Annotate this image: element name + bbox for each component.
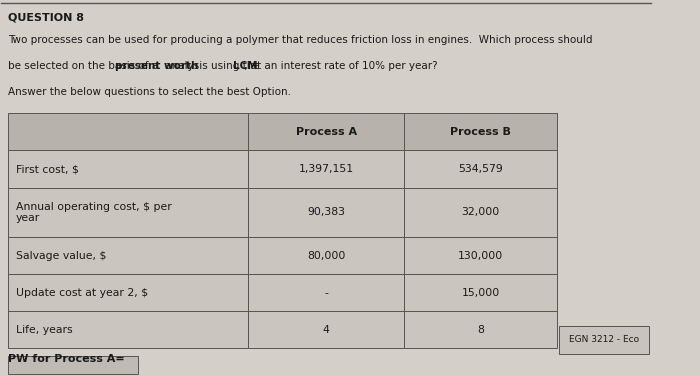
Text: 15,000: 15,000 — [461, 288, 500, 298]
Text: First cost, $: First cost, $ — [15, 164, 78, 174]
Text: , at an interest rate of 10% per year?: , at an interest rate of 10% per year? — [244, 61, 438, 71]
Text: Annual operating cost, $ per
year: Annual operating cost, $ per year — [15, 202, 172, 223]
Text: 1,397,151: 1,397,151 — [299, 164, 354, 174]
Text: analysis using the: analysis using the — [162, 61, 262, 71]
Text: Life, years: Life, years — [15, 325, 72, 335]
Text: Two processes can be used for producing a polymer that reduces friction loss in : Two processes can be used for producing … — [8, 35, 592, 45]
Bar — [559, 326, 649, 354]
Text: 90,383: 90,383 — [307, 207, 345, 217]
Bar — [8, 356, 138, 374]
Text: 4: 4 — [323, 325, 330, 335]
Text: EGN 3212 - Eco: EGN 3212 - Eco — [568, 335, 639, 344]
Text: QUESTION 8: QUESTION 8 — [8, 12, 84, 23]
Text: present worth: present worth — [115, 61, 199, 71]
Text: Answer the below questions to select the best Option.: Answer the below questions to select the… — [8, 87, 291, 97]
Text: 130,000: 130,000 — [458, 251, 503, 261]
Text: Salvage value, $: Salvage value, $ — [15, 251, 106, 261]
Text: -: - — [324, 288, 328, 298]
Text: Update cost at year 2, $: Update cost at year 2, $ — [15, 288, 148, 298]
Text: PW for Process A=: PW for Process A= — [8, 354, 125, 364]
Text: be selected on the basis of a: be selected on the basis of a — [8, 61, 162, 71]
Text: Process B: Process B — [450, 127, 511, 137]
Text: 534,579: 534,579 — [458, 164, 503, 174]
Text: 32,000: 32,000 — [461, 207, 500, 217]
Text: LCM: LCM — [233, 61, 258, 71]
Text: Process A: Process A — [295, 127, 357, 137]
Text: 8: 8 — [477, 325, 484, 335]
Text: 80,000: 80,000 — [307, 251, 346, 261]
